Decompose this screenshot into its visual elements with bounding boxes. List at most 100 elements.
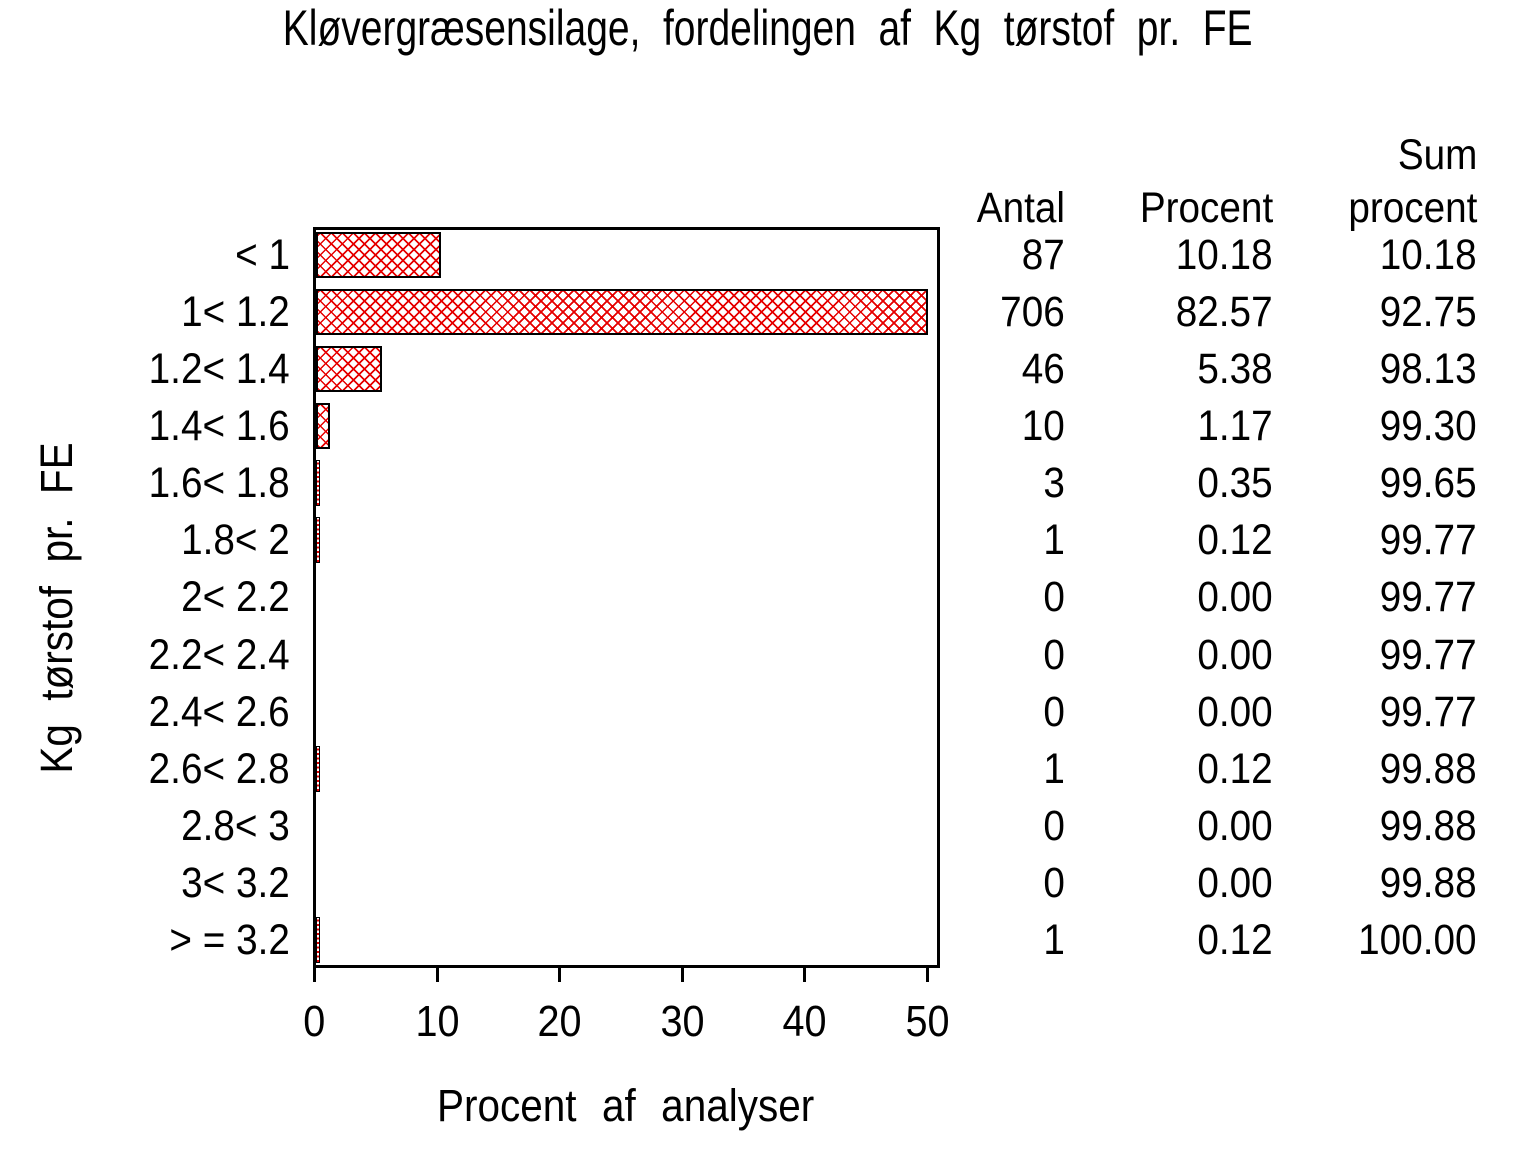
antal-cell-text: 0 bbox=[1043, 802, 1065, 850]
x-tick-label: 30 bbox=[612, 999, 752, 1045]
procent-cell: 0.00 bbox=[973, 861, 1273, 905]
antal-cell-text: 1 bbox=[1043, 516, 1065, 564]
x-tick-label-text: 20 bbox=[537, 997, 582, 1046]
procent-cell: 0.35 bbox=[973, 461, 1273, 505]
bar bbox=[316, 917, 320, 963]
sum-procent-cell: 99.88 bbox=[1177, 861, 1477, 905]
category-label-text: 1.6< 1.8 bbox=[149, 459, 290, 507]
procent-cell-text: 0.35 bbox=[1197, 459, 1273, 507]
category-label: 2.6< 2.8 bbox=[0, 747, 290, 791]
category-label: < 1 bbox=[0, 233, 290, 277]
x-tick-mark bbox=[680, 966, 684, 982]
antal-cell: 1 bbox=[765, 747, 1065, 791]
sum-procent-cell: 92.75 bbox=[1177, 290, 1477, 334]
category-label: 2.4< 2.6 bbox=[0, 690, 290, 734]
sum-procent-cell: 99.77 bbox=[1177, 633, 1477, 677]
antal-cell: 10 bbox=[765, 404, 1065, 448]
antal-cell-text: 0 bbox=[1043, 631, 1065, 679]
chart-title: Kløvergræsensilage, fordelingen af Kg tø… bbox=[0, 0, 1536, 56]
sum-procent-cell: 98.13 bbox=[1177, 347, 1477, 391]
category-label-text: 1.2< 1.4 bbox=[149, 345, 290, 393]
x-tick-mark bbox=[803, 966, 806, 982]
category-label: 2.2< 2.4 bbox=[0, 633, 290, 677]
x-tick-label: 50 bbox=[857, 999, 997, 1045]
procent-cell-text: 0.00 bbox=[1197, 802, 1273, 850]
bar bbox=[316, 460, 320, 506]
sum-procent-cell-text: 100.00 bbox=[1358, 916, 1477, 964]
sum-procent-cell-text: 99.30 bbox=[1380, 402, 1477, 450]
category-label-text: 2< 2.2 bbox=[181, 573, 290, 621]
category-label: 1< 1.2 bbox=[0, 290, 290, 334]
category-label-text: 1.8< 2 bbox=[181, 516, 290, 564]
sum-procent-cell: 99.77 bbox=[1177, 518, 1477, 562]
x-tick-label-text: 50 bbox=[904, 997, 950, 1046]
chart-title-text: Kløvergræsensilage, fordelingen af Kg tø… bbox=[283, 0, 1253, 56]
antal-cell-text: 0 bbox=[1043, 573, 1065, 621]
antal-cell: 87 bbox=[765, 233, 1065, 277]
procent-cell-text: 0.00 bbox=[1197, 688, 1273, 736]
table-header-procent: Procent bbox=[1139, 184, 1273, 232]
x-tick-label-text: 10 bbox=[414, 997, 460, 1046]
procent-cell-text: 0.00 bbox=[1197, 631, 1273, 679]
procent-cell: 5.38 bbox=[973, 347, 1273, 391]
sum-procent-cell-text: 99.88 bbox=[1380, 802, 1477, 850]
procent-cell: 82.57 bbox=[973, 290, 1273, 334]
sum-procent-cell-text: 99.77 bbox=[1380, 516, 1477, 564]
antal-cell: 0 bbox=[765, 804, 1065, 848]
antal-cell: 1 bbox=[765, 518, 1065, 562]
sum-procent-cell-text: 99.77 bbox=[1380, 688, 1477, 736]
x-tick-label: 40 bbox=[735, 999, 875, 1045]
antal-cell: 0 bbox=[765, 861, 1065, 905]
x-tick-label: 0 bbox=[245, 999, 385, 1045]
x-tick-mark bbox=[925, 966, 929, 982]
antal-cell-text: 0 bbox=[1043, 688, 1065, 736]
sum-procent-cell: 10.18 bbox=[1177, 233, 1477, 277]
sum-procent-cell-text: 99.77 bbox=[1380, 631, 1477, 679]
category-label-text: > = 3.2 bbox=[169, 916, 290, 964]
sum-procent-cell-text: 99.65 bbox=[1380, 459, 1477, 507]
procent-cell: 0.00 bbox=[973, 633, 1273, 677]
procent-cell: 0.00 bbox=[973, 690, 1273, 734]
antal-cell-text: 1 bbox=[1043, 745, 1065, 793]
procent-cell-text: 0.12 bbox=[1197, 916, 1273, 964]
sum-procent-cell-text: 99.88 bbox=[1380, 859, 1477, 907]
sum-procent-cell-text: 99.77 bbox=[1380, 573, 1477, 621]
category-label: 1.8< 2 bbox=[0, 518, 290, 562]
bar bbox=[316, 289, 928, 335]
x-tick-label-text: 0 bbox=[303, 997, 326, 1046]
sum-procent-cell: 99.88 bbox=[1177, 804, 1477, 848]
x-tick-label-text: 40 bbox=[782, 997, 827, 1046]
sum-procent-cell: 99.30 bbox=[1177, 404, 1477, 448]
antal-cell-text: 3 bbox=[1043, 459, 1065, 507]
table-header-sum-line1: Sum bbox=[1397, 131, 1477, 179]
antal-cell-text: 87 bbox=[1021, 231, 1065, 279]
bar bbox=[316, 346, 382, 392]
antal-cell: 0 bbox=[765, 575, 1065, 619]
antal-cell: 3 bbox=[765, 461, 1065, 505]
category-label-text: 2.6< 2.8 bbox=[149, 745, 290, 793]
category-label: 1.4< 1.6 bbox=[0, 404, 290, 448]
x-axis-title: Procent af analyser bbox=[437, 1080, 815, 1131]
category-label-text: 2.8< 3 bbox=[181, 802, 290, 850]
procent-cell-text: 1.17 bbox=[1197, 402, 1273, 450]
category-label-text: 1< 1.2 bbox=[181, 288, 290, 336]
table-header-antal: Antal bbox=[976, 184, 1065, 232]
antal-cell: 1 bbox=[765, 918, 1065, 962]
category-label-text: < 1 bbox=[235, 231, 290, 279]
category-label: 3< 3.2 bbox=[0, 861, 290, 905]
x-tick-label: 20 bbox=[490, 999, 630, 1045]
plot-area bbox=[313, 227, 940, 968]
procent-cell: 1.17 bbox=[973, 404, 1273, 448]
category-label: 1.6< 1.8 bbox=[0, 461, 290, 505]
procent-cell-text: 5.38 bbox=[1197, 345, 1273, 393]
sum-procent-cell-text: 98.13 bbox=[1380, 345, 1477, 393]
procent-cell-text: 0.12 bbox=[1197, 516, 1273, 564]
antal-cell: 0 bbox=[765, 690, 1065, 734]
category-label-text: 2.2< 2.4 bbox=[149, 631, 290, 679]
x-tick-mark bbox=[313, 966, 316, 982]
category-label-text: 1.4< 1.6 bbox=[149, 402, 290, 450]
antal-cell-text: 46 bbox=[1021, 345, 1065, 393]
bar bbox=[316, 517, 320, 563]
procent-cell-text: 10.18 bbox=[1176, 231, 1273, 279]
procent-cell-text: 0.00 bbox=[1197, 573, 1273, 621]
